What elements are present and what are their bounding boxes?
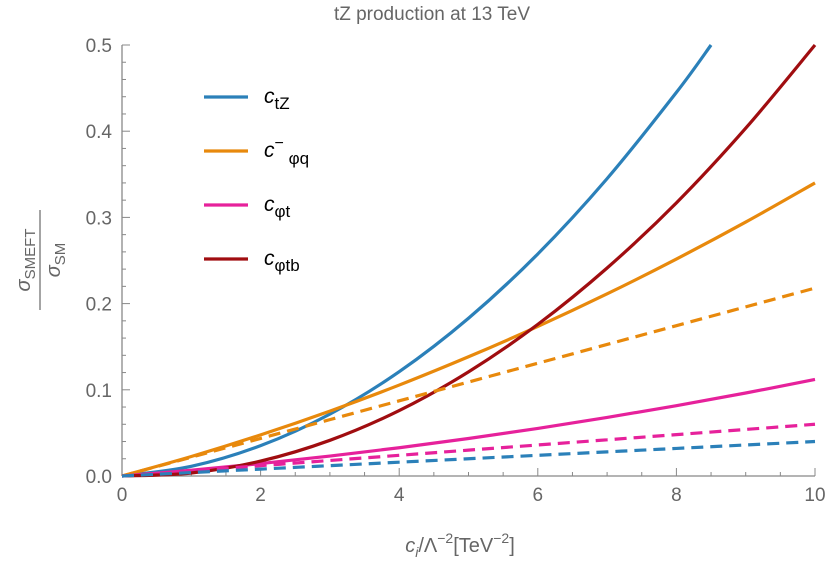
legend-entry: cφt xyxy=(264,193,291,221)
x-tick-label: 2 xyxy=(255,485,266,506)
x-tick-label: 8 xyxy=(671,485,682,506)
series-line-solid-0 xyxy=(121,44,713,478)
y-tick-label: 0.1 xyxy=(86,381,112,402)
y-label-denominator: σSM xyxy=(43,243,69,278)
y-label-numerator: σSMEFT xyxy=(13,229,39,292)
series-line-dashed-4 xyxy=(121,286,816,478)
series-line-solid-2 xyxy=(121,377,816,478)
x-axis-label: ci/Λ−2[TeV−2] xyxy=(405,530,515,560)
y-tick-label: 0.3 xyxy=(86,208,112,229)
series-line-solid-3 xyxy=(121,43,817,478)
y-tick-label: 0.4 xyxy=(86,122,113,143)
legend-entry: cφtb xyxy=(264,247,300,275)
x-tick-label: 10 xyxy=(804,485,825,506)
series-line-dashed-5 xyxy=(121,422,816,478)
y-tick-label: 0.5 xyxy=(86,36,112,57)
legend: ctZ c− φq cφt cφtb xyxy=(204,85,309,275)
curves xyxy=(121,43,817,478)
legend-entry: ctZ xyxy=(264,85,290,113)
y-axis-label: σSMEFT σSM xyxy=(13,210,69,310)
x-tick-label: 6 xyxy=(533,485,544,506)
x-tick-label: 0 xyxy=(117,485,128,506)
y-tick-label: 0.2 xyxy=(86,295,112,316)
series-line-dashed-6 xyxy=(121,439,816,478)
series-line-solid-1 xyxy=(121,181,816,478)
chart-title: tZ production at 13 TeV xyxy=(334,4,530,25)
axes: 0 2 4 6 8 10 0.0 0.1 0.2 0.3 0.4 0.5 xyxy=(86,36,826,506)
x-tick-label: 4 xyxy=(394,485,405,506)
legend-entry: c− φq xyxy=(264,135,309,168)
y-tick-label: 0.0 xyxy=(86,467,112,488)
